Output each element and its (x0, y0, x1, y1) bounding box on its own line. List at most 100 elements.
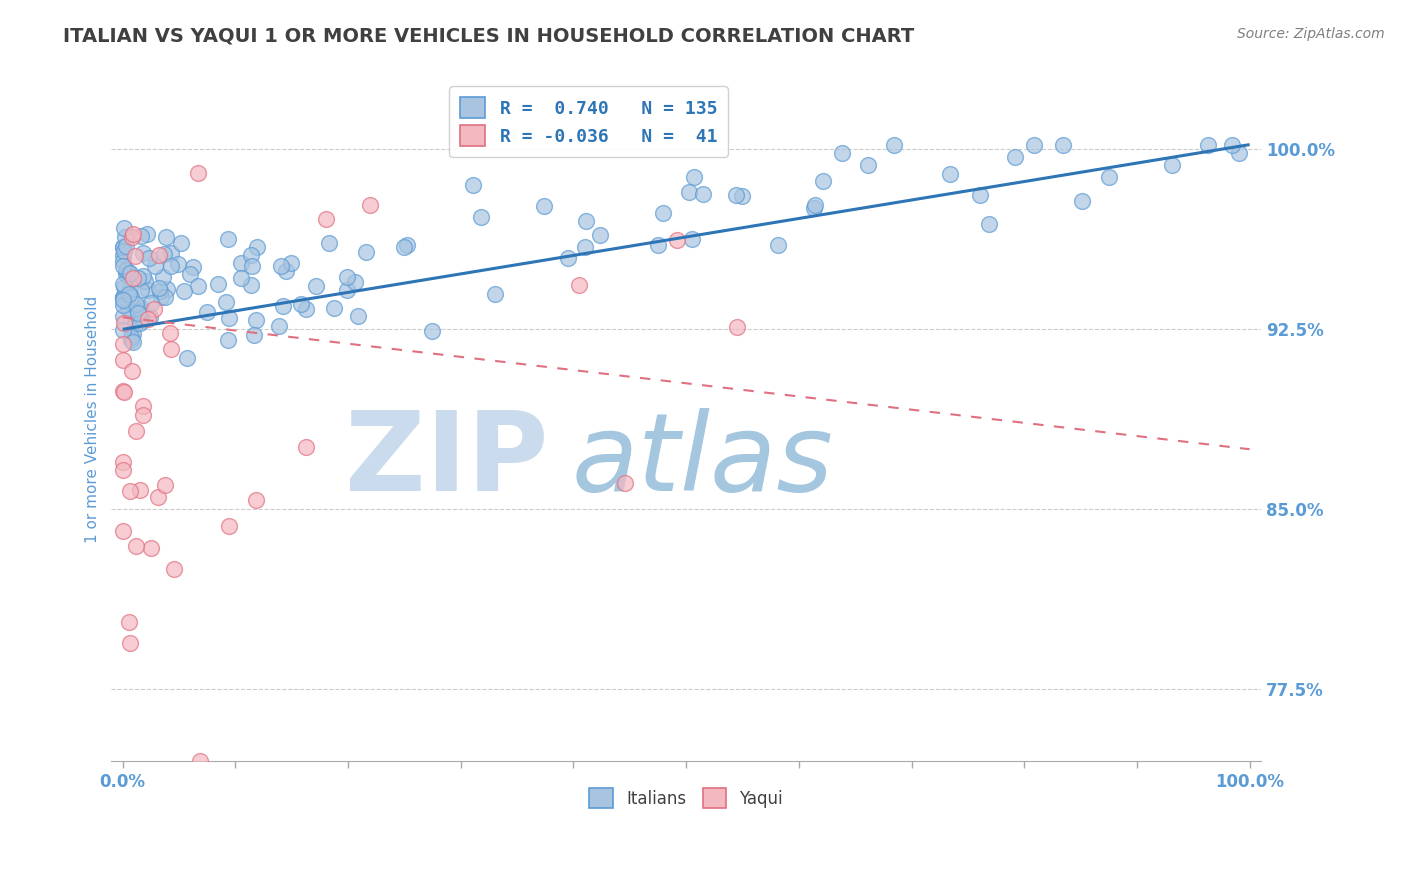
Point (127, 270, 149, 285)
Point (804, 198, 827, 212)
Point (122, 335, 145, 350)
Point (463, 178, 485, 192)
Point (148, 281, 170, 295)
Point (977, 217, 1000, 231)
Point (120, 281, 142, 295)
Point (1220, 137, 1243, 152)
Point (181, 260, 204, 275)
Point (129, 483, 152, 498)
Point (160, 259, 183, 273)
Point (246, 240, 269, 254)
Point (159, 326, 181, 340)
Point (470, 211, 492, 225)
Point (152, 269, 174, 284)
Point (111, 239, 134, 253)
Point (131, 245, 153, 260)
Point (136, 227, 159, 241)
Point (112, 290, 135, 304)
Point (112, 291, 135, 305)
Point (811, 174, 834, 188)
Point (295, 440, 318, 454)
Point (1024, 137, 1046, 152)
Text: ZIP: ZIP (344, 407, 548, 514)
Point (112, 316, 135, 330)
Point (111, 240, 134, 254)
Point (129, 283, 152, 297)
Point (229, 256, 252, 270)
Point (239, 248, 262, 262)
Point (111, 337, 134, 351)
Point (315, 212, 337, 227)
Point (121, 290, 143, 304)
Point (359, 197, 381, 211)
Point (831, 145, 853, 160)
Point (127, 306, 149, 320)
Point (129, 229, 152, 244)
Point (114, 229, 136, 244)
Point (1161, 158, 1184, 172)
Point (420, 324, 443, 338)
Y-axis label: 1 or more Vehicles in Household: 1 or more Vehicles in Household (86, 295, 100, 543)
Point (346, 309, 368, 323)
Point (533, 199, 555, 213)
Point (111, 310, 134, 324)
Point (197, 305, 219, 319)
Point (336, 283, 359, 297)
Point (148, 248, 170, 262)
Point (280, 256, 302, 270)
Point (120, 330, 142, 344)
Point (218, 519, 240, 533)
Point (118, 266, 141, 280)
Point (118, 483, 141, 498)
Point (725, 320, 748, 334)
Point (156, 282, 179, 296)
Point (129, 310, 152, 324)
Point (1227, 146, 1250, 161)
Point (111, 247, 134, 261)
Point (112, 385, 135, 400)
Point (692, 187, 714, 202)
Point (149, 290, 172, 304)
Point (1071, 194, 1094, 208)
Point (883, 137, 905, 152)
Point (134, 274, 156, 288)
Point (132, 269, 155, 284)
Point (143, 259, 166, 273)
Point (568, 278, 591, 293)
Point (132, 409, 155, 423)
Point (117, 265, 139, 279)
Point (155, 230, 177, 244)
Point (179, 268, 201, 282)
Point (125, 296, 148, 310)
Point (731, 189, 754, 203)
Point (112, 280, 135, 294)
Point (112, 259, 135, 273)
Point (343, 275, 366, 289)
Point (153, 478, 176, 492)
Point (111, 277, 134, 291)
Point (111, 254, 134, 268)
Point (153, 247, 176, 261)
Point (166, 257, 188, 271)
Point (305, 279, 328, 293)
Point (111, 463, 134, 477)
Point (159, 343, 181, 357)
Point (575, 214, 598, 228)
Point (187, 166, 209, 180)
Point (188, 754, 211, 768)
Point (243, 328, 266, 343)
Point (270, 259, 292, 273)
Point (118, 635, 141, 649)
Point (115, 263, 138, 277)
Point (1004, 150, 1026, 164)
Point (173, 284, 195, 298)
Point (111, 384, 134, 399)
Point (148, 490, 170, 504)
Point (245, 312, 267, 326)
Point (112, 292, 135, 306)
Point (186, 279, 208, 293)
Point (124, 317, 146, 331)
Point (124, 249, 146, 263)
Point (218, 310, 240, 325)
Point (652, 206, 675, 220)
